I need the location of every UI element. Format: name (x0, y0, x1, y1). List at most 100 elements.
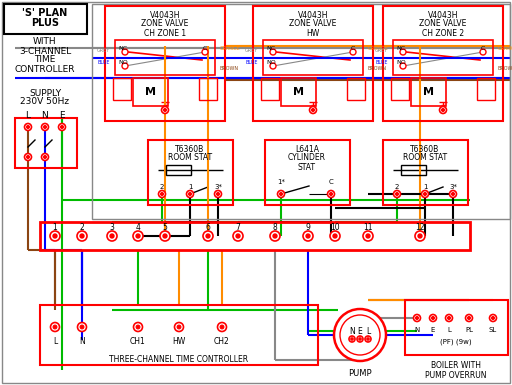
Text: NC: NC (396, 45, 406, 50)
Circle shape (311, 109, 314, 112)
Bar (40, 222, 470, 250)
Circle shape (136, 234, 140, 238)
Circle shape (350, 49, 356, 55)
Circle shape (175, 323, 183, 331)
Text: 12: 12 (415, 224, 425, 233)
Bar (261, 78, 279, 100)
Text: 3*: 3* (214, 184, 222, 190)
Bar (4, 4, 87, 34)
Text: 5: 5 (163, 224, 167, 233)
Text: GREY: GREY (375, 47, 388, 52)
Circle shape (450, 191, 457, 198)
Circle shape (77, 323, 87, 331)
Text: ROOM STAT: ROOM STAT (403, 154, 447, 162)
Text: NO: NO (396, 60, 406, 65)
Circle shape (206, 234, 210, 238)
Circle shape (366, 234, 370, 238)
Text: TIME: TIME (34, 55, 56, 65)
Text: ROOM STAT: ROOM STAT (168, 154, 212, 162)
Text: 7: 7 (236, 224, 241, 233)
Text: L: L (53, 338, 57, 346)
Text: GREY: GREY (97, 47, 110, 52)
Circle shape (333, 234, 337, 238)
Bar (166, 165, 191, 175)
Text: NO: NO (266, 60, 276, 65)
Text: GREY: GREY (245, 47, 258, 52)
Circle shape (303, 231, 313, 241)
Text: THREE-CHANNEL TIME CONTROLLER: THREE-CHANNEL TIME CONTROLLER (110, 355, 248, 363)
Text: ZONE VALVE: ZONE VALVE (419, 20, 466, 28)
Circle shape (27, 156, 30, 159)
Text: STAT: STAT (298, 162, 316, 171)
Bar (393, 40, 493, 75)
Bar (347, 78, 365, 100)
Bar (199, 78, 217, 100)
Circle shape (236, 234, 240, 238)
Text: 11: 11 (363, 224, 373, 233)
Circle shape (414, 315, 420, 321)
Circle shape (217, 192, 220, 196)
Bar (92, 4, 510, 219)
Text: BOILER WITH: BOILER WITH (431, 362, 481, 370)
Text: BLUE: BLUE (245, 60, 258, 65)
Circle shape (27, 126, 30, 129)
Text: BROWN: BROWN (368, 65, 387, 70)
Text: V4043H: V4043H (150, 10, 180, 20)
Text: WITH: WITH (33, 37, 57, 47)
Text: N: N (414, 327, 420, 333)
Circle shape (330, 231, 340, 241)
Circle shape (161, 192, 163, 196)
Text: PLUS: PLUS (31, 18, 59, 28)
Circle shape (233, 231, 243, 241)
Text: CONTROLLER: CONTROLLER (15, 65, 75, 74)
Text: BLUE: BLUE (375, 60, 388, 65)
Text: N: N (41, 110, 48, 119)
Circle shape (53, 234, 57, 238)
Text: 3: 3 (110, 224, 115, 233)
Text: L641A: L641A (295, 144, 319, 154)
Circle shape (418, 234, 422, 238)
Circle shape (396, 192, 398, 196)
Circle shape (41, 124, 49, 131)
Circle shape (328, 191, 334, 198)
Text: E: E (59, 110, 65, 119)
Circle shape (340, 315, 380, 355)
Circle shape (159, 191, 165, 198)
Circle shape (136, 325, 140, 329)
Text: CH1: CH1 (130, 338, 146, 346)
Text: C: C (481, 45, 485, 50)
Circle shape (421, 191, 429, 198)
Circle shape (51, 323, 59, 331)
Circle shape (186, 191, 194, 198)
Circle shape (53, 325, 57, 329)
Circle shape (309, 107, 316, 114)
Circle shape (25, 154, 32, 161)
Text: PUMP OVERRUN: PUMP OVERRUN (425, 370, 487, 380)
Circle shape (134, 323, 142, 331)
Circle shape (330, 192, 332, 196)
Circle shape (80, 234, 84, 238)
Text: T6360B: T6360B (176, 144, 205, 154)
Text: 1: 1 (53, 224, 57, 233)
Text: ZONE VALVE: ZONE VALVE (289, 20, 337, 28)
Bar (401, 165, 426, 175)
Circle shape (273, 234, 277, 238)
Text: M: M (292, 87, 304, 97)
Text: 2: 2 (80, 224, 84, 233)
Circle shape (480, 49, 486, 55)
Text: BLUE: BLUE (97, 60, 110, 65)
Circle shape (270, 231, 280, 241)
Circle shape (107, 231, 117, 241)
Text: 8: 8 (272, 224, 278, 233)
Circle shape (218, 323, 226, 331)
Circle shape (441, 109, 444, 112)
Circle shape (432, 316, 435, 320)
Circle shape (400, 49, 406, 55)
Circle shape (44, 156, 47, 159)
Text: C: C (351, 45, 355, 50)
Bar (105, 6, 225, 121)
Circle shape (278, 191, 285, 198)
Circle shape (489, 315, 497, 321)
Text: CH ZONE 1: CH ZONE 1 (144, 28, 186, 37)
Text: 3*: 3* (449, 184, 457, 190)
